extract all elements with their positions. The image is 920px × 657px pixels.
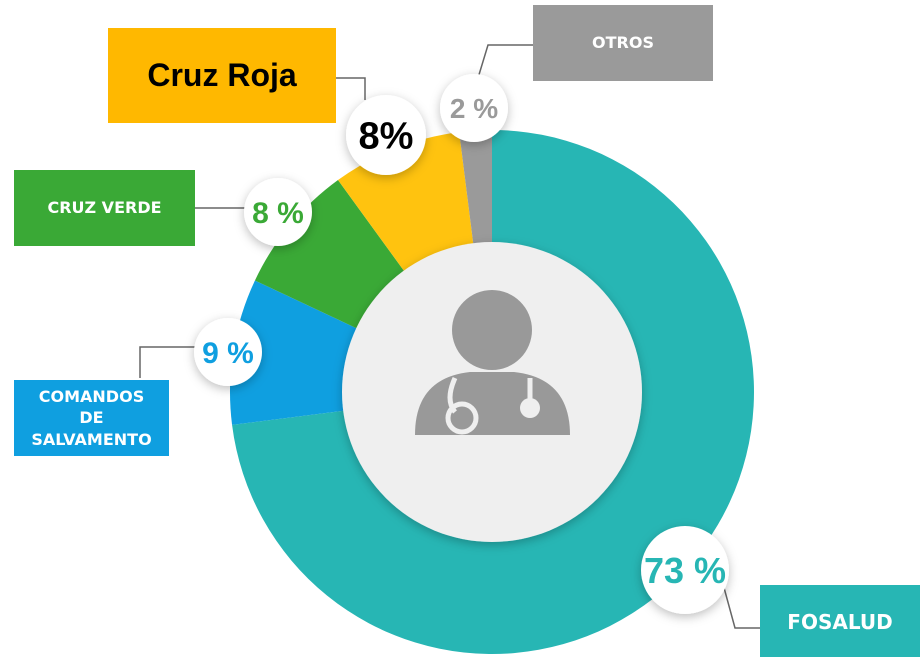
- category-label: Cruz Roja: [108, 28, 336, 123]
- value-label: 73 %: [644, 550, 726, 591]
- value-label: 2 %: [450, 93, 498, 124]
- leader-lines: [139, 44, 765, 629]
- value-label: 8 %: [252, 197, 304, 230]
- value-bubble: [641, 526, 729, 614]
- category-label: COMANDOS DE SALVAMENTO: [14, 380, 169, 456]
- value-label: 8%: [359, 116, 414, 158]
- category-label: FOSALUD: [760, 585, 920, 657]
- value-bubble: [194, 318, 262, 386]
- value-bubble: [440, 74, 508, 142]
- category-label: OTROS: [533, 5, 713, 81]
- value-bubble: [244, 178, 312, 246]
- doctor-icon: [415, 290, 570, 435]
- value-label: 9 %: [202, 337, 254, 370]
- value-bubble: [346, 95, 426, 175]
- category-label: CRUZ VERDE: [14, 170, 195, 246]
